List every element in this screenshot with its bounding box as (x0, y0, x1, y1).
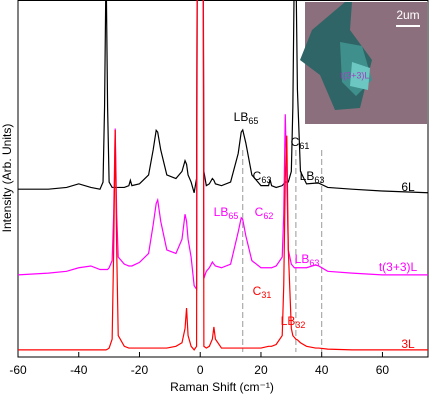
x-tick-label: 0 (197, 363, 204, 377)
annotation: LB65 (234, 110, 259, 126)
annotation-subscript: 32 (295, 320, 305, 330)
x-axis-label: Raman Shift (cm⁻¹) (170, 380, 274, 394)
inset-label: t(3+3)L (341, 70, 370, 80)
annotation-text: C (255, 205, 264, 219)
annotation: C63 (253, 169, 272, 185)
annotation-subscript: 63 (309, 258, 319, 268)
annotation-text: 6L (401, 180, 415, 194)
annotation-text: t(3+3)L (379, 260, 418, 274)
plot-frame (17, 0, 429, 358)
annotation: t(3+3)L (379, 260, 418, 274)
annotation-text: LB (295, 252, 310, 266)
annotation-text: LB (234, 110, 249, 124)
x-tick-label: -40 (70, 363, 88, 377)
annotation: C62 (255, 205, 274, 221)
inset: 2um t(3+3)L (300, 2, 427, 124)
annotation-text: LB (214, 205, 229, 219)
annotation-text: C (253, 284, 262, 298)
inset-flake (350, 62, 370, 90)
annotation-subscript: 61 (299, 141, 309, 151)
annotation-subscript: 65 (228, 211, 238, 221)
annotation-subscript: 62 (263, 211, 273, 221)
annotation-text: LB (281, 314, 296, 328)
annotation-text: C (253, 169, 262, 183)
annotation-subscript: 63 (261, 175, 271, 185)
x-tick-label: -60 (9, 363, 27, 377)
annotation: LB63 (300, 169, 325, 185)
annotation: LB32 (281, 314, 306, 330)
y-axis-label: Intensity (Arb. Units) (0, 124, 14, 233)
annotation: LB65 (214, 205, 239, 221)
series-line (18, 0, 428, 351)
annotation: 6L (401, 180, 415, 194)
annotation: C61 (291, 135, 310, 151)
annotation: 3L (401, 337, 415, 351)
annotation: C31 (253, 284, 272, 300)
annotation: LB63 (295, 252, 320, 268)
plot-area (18, 0, 428, 352)
annotation-subscript: 63 (314, 175, 324, 185)
x-tick-label: 40 (315, 363, 329, 377)
x-tick-label: 20 (254, 363, 268, 377)
x-tick-label: 60 (376, 363, 390, 377)
annotation-text: LB (300, 169, 315, 183)
annotation-subscript: 31 (261, 290, 271, 300)
scale-label: 2um (396, 8, 419, 22)
annotation-text: 3L (401, 337, 415, 351)
x-tick-label: -20 (131, 363, 149, 377)
annotation-text: C (291, 135, 300, 149)
annotation-subscript: 65 (248, 116, 258, 126)
